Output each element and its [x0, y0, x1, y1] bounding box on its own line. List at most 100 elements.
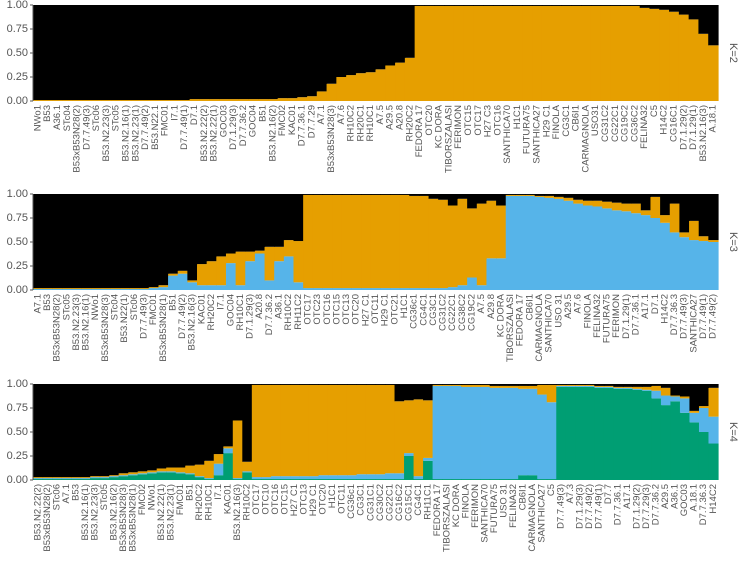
- bar-segment: [346, 5, 357, 76]
- x-tick-label: B51: [167, 294, 178, 311]
- x-tick-label: RH20C1: [355, 105, 366, 141]
- bar-segment: [492, 5, 504, 102]
- x-tick-label: D7.1.29(1): [621, 294, 632, 339]
- bar-segment: [270, 479, 281, 480]
- x-tick-label: A29.5: [385, 105, 396, 130]
- bar-segment: [669, 203, 681, 233]
- bar-segment: [337, 384, 348, 476]
- bar-segment: [204, 479, 215, 480]
- bar-segment: [175, 473, 186, 480]
- bar-segment: [385, 473, 396, 480]
- bar-segment: [99, 476, 110, 478]
- x-tick-label: CARMAGNOLA: [580, 104, 591, 172]
- bar-segment: [629, 5, 641, 6]
- bar-segment: [308, 384, 320, 385]
- bar-segment: [52, 384, 63, 478]
- bar-segment: [293, 282, 304, 290]
- bar-segment: [327, 384, 339, 476]
- bar-segment: [631, 203, 642, 214]
- bar-segment: [590, 5, 602, 102]
- bar-segment: [496, 205, 507, 259]
- bar-segment: [470, 384, 481, 387]
- bar-segment: [148, 287, 160, 289]
- bar-segment: [602, 194, 613, 202]
- bar-segment: [678, 5, 690, 15]
- bar-segment: [592, 206, 603, 290]
- x-tick-label: B53.N2.16(1): [81, 294, 92, 351]
- bar-segment: [594, 385, 605, 387]
- bar-segment: [641, 389, 653, 391]
- bar-segment: [534, 196, 545, 290]
- x-tick-label: A7.6: [336, 105, 347, 125]
- bar-segment: [81, 5, 93, 101]
- bar-segment: [248, 5, 259, 100]
- x-tick-label: D7.7.36.2: [264, 294, 275, 335]
- bar-segment: [480, 479, 491, 480]
- bar-segment: [659, 9, 670, 101]
- bar-segment: [640, 210, 652, 216]
- bar-segment: [346, 75, 357, 101]
- x-tick-label: OTC21: [389, 294, 400, 325]
- bar-segment: [610, 5, 621, 102]
- x-tick-label: A29.5: [660, 484, 671, 509]
- bar-segment: [603, 386, 614, 388]
- bar-segment: [565, 384, 576, 386]
- bar-segment: [147, 384, 158, 471]
- x-tick-label: I7.1: [169, 105, 180, 121]
- bar-segment: [603, 384, 614, 386]
- bar-segment: [698, 406, 710, 408]
- bar-segment: [303, 288, 314, 290]
- bar-segment: [499, 385, 510, 388]
- x-tick-label: CG19C2: [620, 105, 631, 142]
- bar-segment: [575, 386, 586, 480]
- bar-segment: [515, 194, 526, 195]
- bar-segment: [641, 386, 653, 390]
- x-tick-label: H27 C3: [483, 105, 494, 137]
- bar-segment: [42, 478, 53, 480]
- bar-segment: [160, 100, 171, 101]
- bar-segment: [242, 461, 253, 472]
- x-tick-label: D7.7.36.1: [613, 484, 624, 525]
- bar-segment: [119, 194, 131, 289]
- y-tick-label: 0.75: [7, 402, 28, 414]
- x-tick-label: A20.8: [254, 294, 265, 319]
- bar-segment: [499, 387, 510, 480]
- bar-segment: [61, 384, 72, 478]
- x-tick-label: FERIMON: [453, 105, 464, 149]
- bar-segment: [603, 385, 614, 387]
- x-tick-label: D7.7.49(2): [584, 484, 595, 529]
- bar-segment: [308, 384, 320, 477]
- bar-segment: [194, 464, 205, 477]
- bar-segment: [351, 194, 362, 195]
- bar-segment: [118, 475, 129, 477]
- bar-segment: [556, 384, 567, 386]
- x-tick-label: FELINA32: [592, 294, 603, 338]
- bar-segment: [109, 475, 120, 477]
- bar-segment: [99, 478, 110, 480]
- bar-segment: [404, 453, 415, 456]
- bar-segment: [351, 288, 362, 290]
- y-tick-label: 0.00: [7, 284, 28, 296]
- x-tick-label: GOC04: [225, 294, 236, 326]
- bar-segment: [600, 5, 611, 102]
- bar-segment: [365, 384, 377, 385]
- bar-segment: [451, 384, 462, 386]
- bar-segment: [280, 476, 291, 480]
- x-tick-label: A.18.1: [708, 105, 719, 132]
- bar-segment: [287, 5, 298, 99]
- bar-segment: [602, 208, 613, 290]
- bar-segment: [232, 479, 243, 480]
- bar-segment: [299, 384, 310, 477]
- x-tick-label: RH20C2: [194, 484, 205, 520]
- bar-segment: [610, 5, 621, 6]
- bar-segment: [553, 198, 565, 290]
- bar-segment: [622, 388, 633, 480]
- x-tick-label: GOC03: [218, 105, 229, 137]
- bar-segment: [139, 194, 150, 289]
- x-tick-label: USO 31: [498, 484, 509, 518]
- bar-segment: [156, 468, 167, 472]
- bar-segment: [442, 479, 453, 480]
- bar-segment: [61, 479, 72, 480]
- bar-segment: [621, 194, 632, 204]
